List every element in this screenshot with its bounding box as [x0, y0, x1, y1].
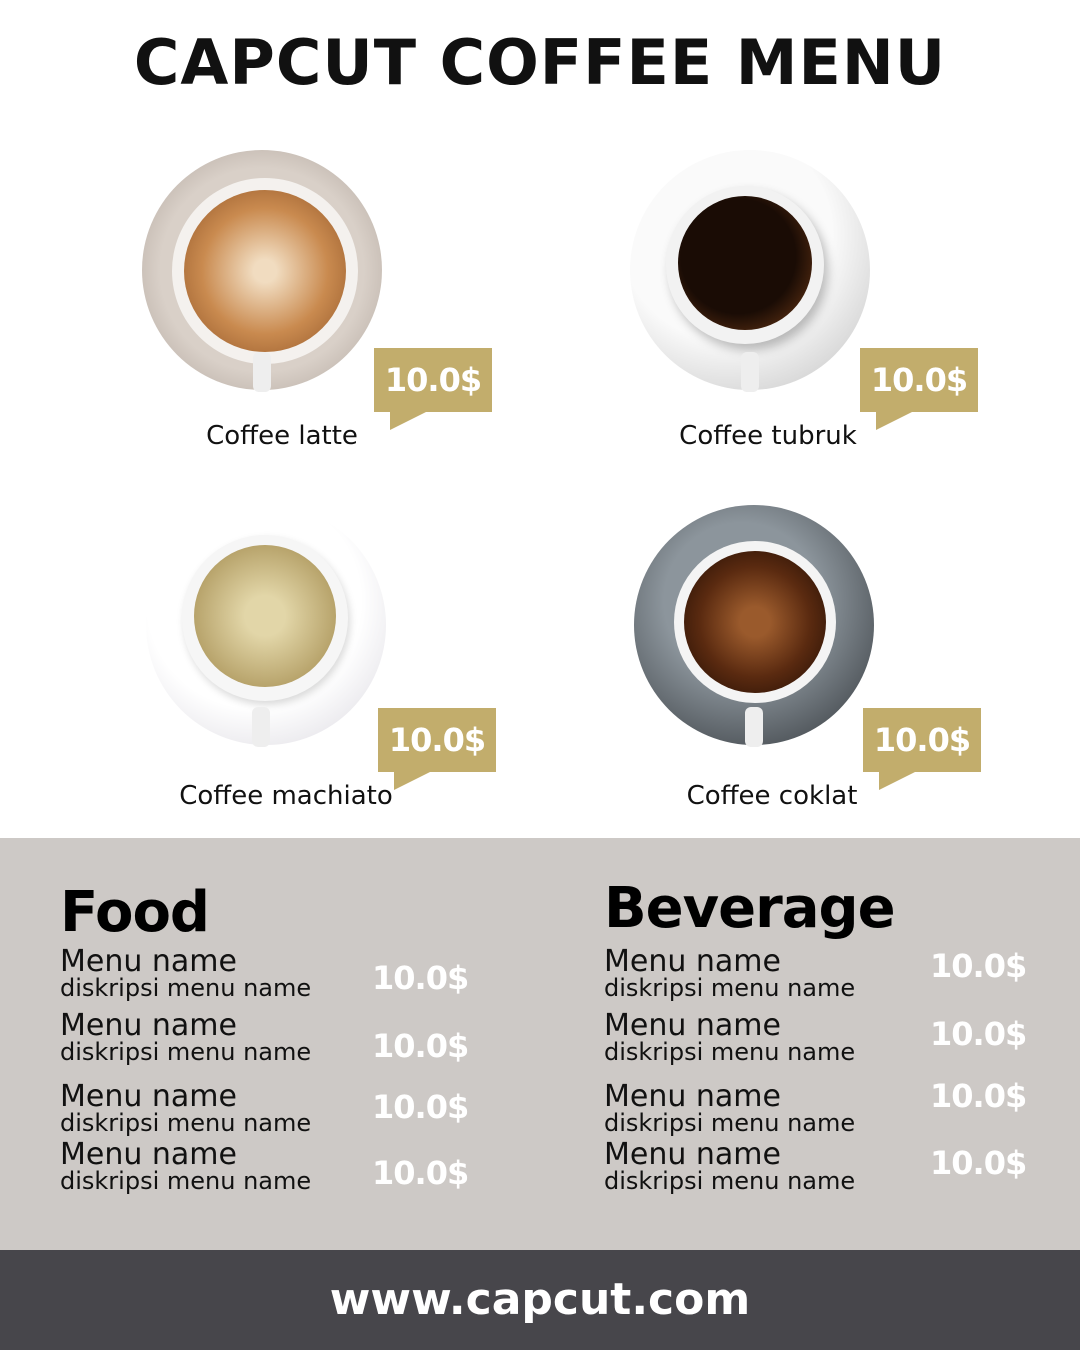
beverage-item: Menu name diskripsi menu name 10.0$ [604, 1077, 1080, 1142]
coffee-name: Coffee tubruk [679, 421, 857, 451]
item-price: 10.0$ [372, 1154, 469, 1192]
item-price: 10.0$ [930, 947, 1027, 985]
item-desc: diskripsi menu name [60, 974, 312, 1002]
item-desc: diskripsi menu name [604, 1167, 856, 1195]
item-name: Menu name [604, 944, 781, 979]
coffee-coklat-image [634, 505, 874, 747]
item-price: 10.0$ [930, 1015, 1027, 1053]
beverage-heading: Beverage [604, 876, 896, 941]
item-desc: diskripsi menu name [60, 1109, 312, 1137]
price-tag: 10.0$ [374, 348, 492, 430]
price-tag: 10.0$ [860, 348, 978, 430]
item-desc: diskripsi menu name [604, 1109, 856, 1137]
beverage-item: Menu name diskripsi menu name 10.0$ [604, 1140, 1080, 1200]
item-name: Menu name [60, 1079, 237, 1114]
item-price: 10.0$ [372, 1088, 469, 1126]
item-price: 10.0$ [930, 1077, 1027, 1115]
menu-band [0, 838, 1080, 1250]
item-desc: diskripsi menu name [604, 1038, 856, 1066]
food-item: Menu name diskripsi menu name 10.0$ [60, 1082, 540, 1142]
beverage-item: Menu name diskripsi menu name 10.0$ [604, 1011, 1080, 1071]
coffee-machiato-image [146, 505, 386, 747]
coffee-name: Coffee latte [206, 421, 358, 451]
food-item: Menu name diskripsi menu name 10.0$ [60, 1140, 540, 1200]
food-heading: Food [60, 880, 210, 945]
item-price: 10.0$ [372, 959, 469, 997]
food-item: Menu name diskripsi menu name 10.0$ [60, 1011, 540, 1071]
footer-url[interactable]: www.capcut.com [0, 1250, 1080, 1350]
item-desc: diskripsi menu name [60, 1167, 312, 1195]
item-name: Menu name [60, 1008, 237, 1043]
item-price: 10.0$ [930, 1144, 1027, 1182]
coffee-name: Coffee coklat [686, 781, 858, 811]
coffee-latte-image [142, 150, 382, 392]
item-desc: diskripsi menu name [604, 974, 856, 1002]
item-name: Menu name [60, 944, 237, 979]
price-tag: 10.0$ [378, 708, 496, 790]
coffee-name: Coffee machiato [179, 781, 393, 811]
item-name: Menu name [604, 1079, 781, 1114]
item-name: Menu name [604, 1008, 781, 1043]
page-title: CAPCUT COFFEE MENU [133, 26, 947, 99]
item-name: Menu name [60, 1137, 237, 1172]
food-item: Menu name diskripsi menu name 10.0$ [60, 947, 540, 1007]
coffee-tubruk-image [630, 150, 870, 392]
item-name: Menu name [604, 1137, 781, 1172]
beverage-item: Menu name diskripsi menu name 10.0$ [604, 947, 1080, 1007]
price-tag: 10.0$ [863, 708, 981, 790]
item-desc: diskripsi menu name [60, 1038, 312, 1066]
item-price: 10.0$ [372, 1027, 469, 1065]
